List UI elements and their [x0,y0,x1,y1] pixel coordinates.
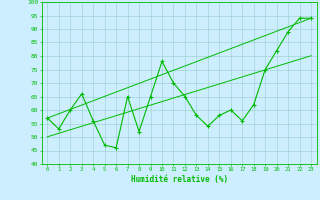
X-axis label: Humidité relative (%): Humidité relative (%) [131,175,228,184]
